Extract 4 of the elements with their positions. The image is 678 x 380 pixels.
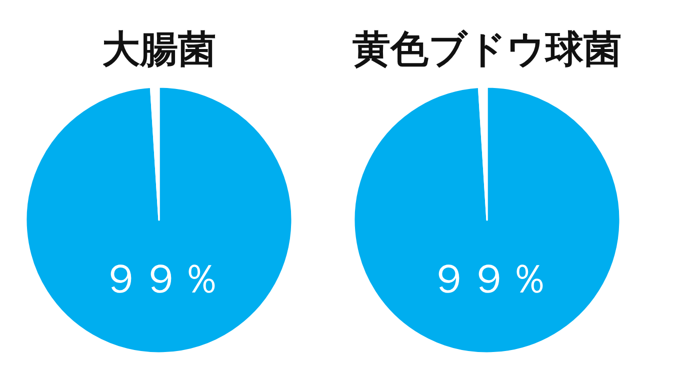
title: 大腸菌: [102, 27, 216, 71]
title: 黄色ブドウ球菌: [352, 27, 622, 71]
value-label: ９９％: [428, 256, 549, 302]
value-label: ９９％: [100, 256, 221, 302]
